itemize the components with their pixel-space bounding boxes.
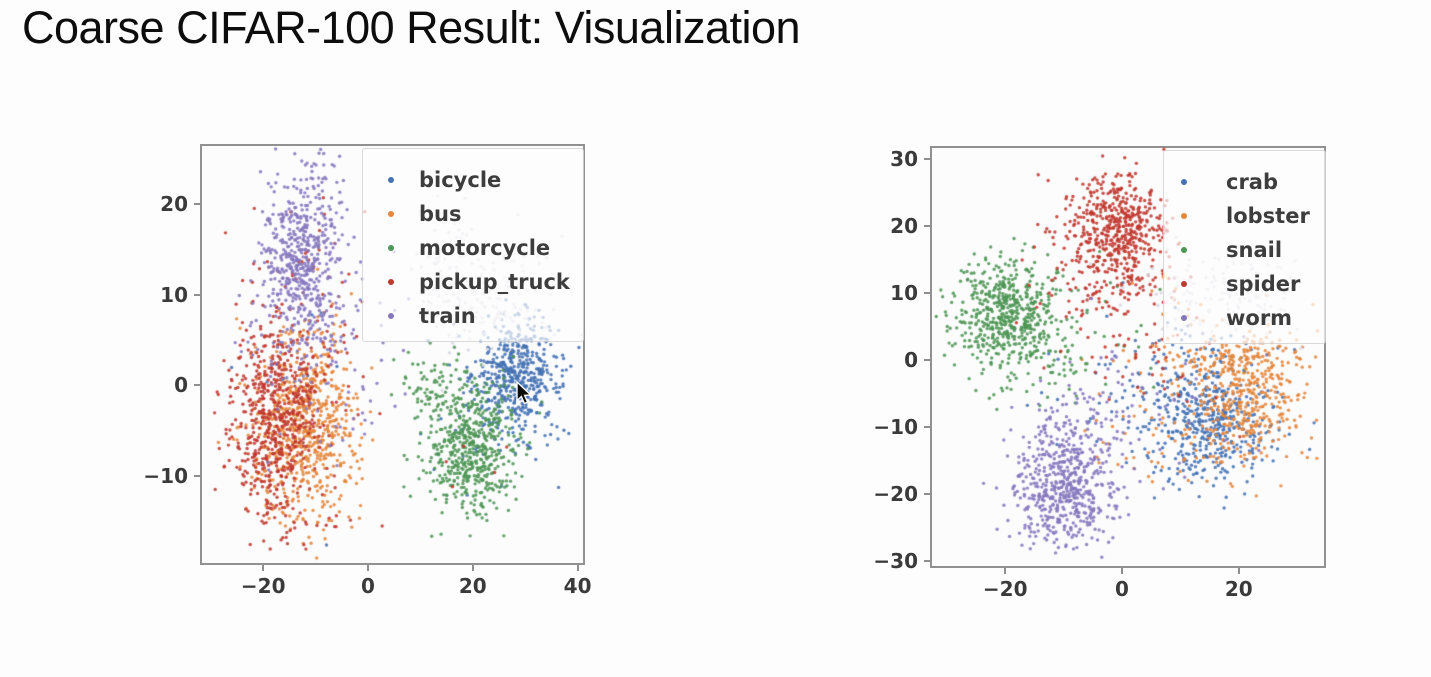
y-tick-mark [924, 225, 930, 227]
x-tick-mark [1121, 568, 1123, 574]
y-tick-mark [924, 359, 930, 361]
legend-item-label: bus [419, 202, 462, 226]
legend-item-label: crab [1226, 170, 1279, 194]
x-tick-label: −20 [982, 577, 1028, 601]
legend-item-label: motorcycle [419, 236, 551, 260]
legend-item: bus [363, 197, 583, 231]
y-tick-label: −20 [873, 482, 918, 506]
x-tick-mark [262, 565, 265, 571]
y-tick-mark [194, 474, 200, 477]
legend-item: train [363, 299, 583, 333]
y-tick-label: 10 [160, 282, 188, 307]
legend-item: bicycle [363, 163, 583, 197]
legend-marker-dot [1181, 315, 1187, 321]
legend-marker-dot [1181, 281, 1187, 287]
legend-box: crab lobster snail spider worm [1163, 150, 1326, 344]
x-tick-mark [471, 565, 474, 571]
y-tick-mark [924, 493, 930, 495]
y-tick-label: 10 [890, 281, 918, 305]
legend-item-label: worm [1226, 306, 1293, 330]
legend-item: spider [1164, 267, 1325, 301]
x-tick-mark [1237, 568, 1240, 574]
x-tick-mark [367, 565, 369, 571]
legend-marker-dot [388, 245, 394, 251]
legend-marker-dot [1181, 213, 1187, 219]
legend-marker-dot [388, 279, 394, 285]
legend-item: worm [1164, 301, 1325, 335]
x-tick-label: −20 [240, 574, 286, 598]
legend-item-label: spider [1226, 272, 1301, 296]
y-tick-label: −10 [143, 463, 188, 488]
legend-marker-dot [388, 211, 394, 217]
x-tick-mark [1004, 568, 1007, 574]
y-tick-mark [194, 384, 200, 386]
y-tick-mark [194, 293, 200, 296]
y-tick-mark [924, 158, 930, 160]
y-tick-label: −10 [873, 415, 918, 439]
legend-item: crab [1164, 165, 1325, 199]
legend-marker-dot [388, 313, 394, 319]
legend-item-label: lobster [1226, 204, 1310, 228]
y-tick-mark [194, 203, 200, 205]
y-tick-label: 20 [160, 192, 188, 216]
y-tick-mark [924, 426, 930, 428]
x-tick-label: 40 [563, 574, 592, 598]
legend-marker-dot [1181, 179, 1187, 185]
legend-item: snail [1164, 233, 1325, 267]
y-tick-label: 20 [890, 214, 918, 238]
legend-marker-dot [1181, 247, 1187, 253]
y-tick-mark [924, 292, 930, 294]
legend-item: lobster [1164, 199, 1325, 233]
y-tick-label: 0 [174, 373, 188, 397]
legend-marker-dot [388, 177, 394, 183]
legend-item: pickup_truck [363, 265, 583, 299]
legend-item: motorcycle [363, 231, 583, 265]
x-tick-label: 20 [1224, 577, 1253, 601]
y-tick-label: −30 [873, 549, 918, 573]
legend-item-label: train [419, 304, 476, 328]
y-tick-label: 30 [890, 147, 918, 171]
legend-item-label: bicycle [419, 168, 502, 192]
y-tick-label: 0 [904, 348, 918, 372]
x-tick-mark [576, 565, 579, 571]
x-tick-label: 0 [361, 574, 375, 598]
x-tick-label: 20 [458, 574, 487, 598]
y-tick-mark [924, 560, 930, 562]
legend-item-label: snail [1226, 238, 1283, 262]
x-tick-label: 0 [1115, 577, 1129, 601]
legend-item-label: pickup_truck [419, 270, 570, 294]
page-title: Coarse CIFAR-100 Result: Visualization [22, 2, 801, 53]
